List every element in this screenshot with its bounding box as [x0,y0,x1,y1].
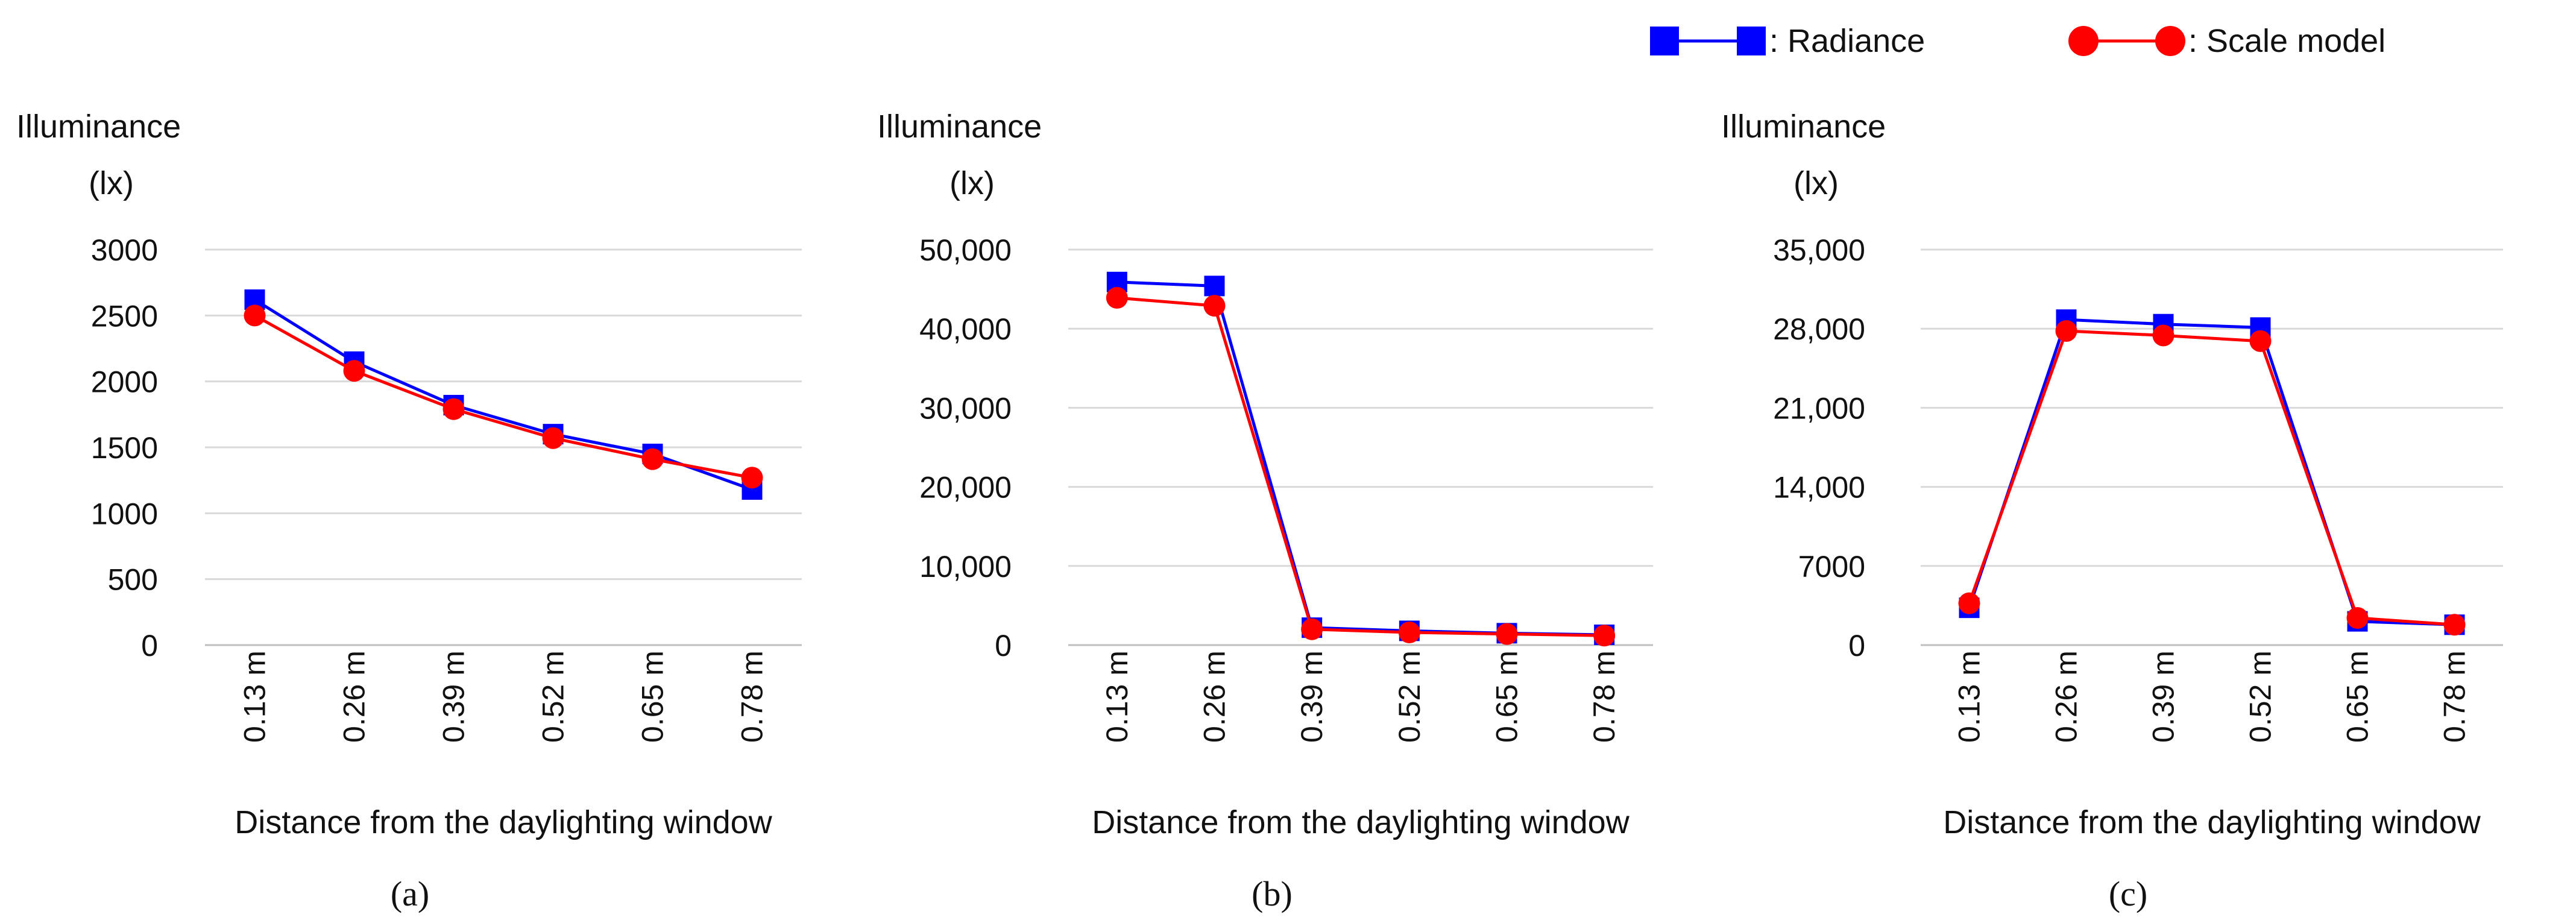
charts: Illuminance (lx) 0 500 1000 1500 2000 2500 3000 0… [16,109,2503,913]
data-point-circle [542,427,564,449]
y-axis-unit: (lx) [949,165,995,201]
x-tick-label: 0.39 m [437,651,471,743]
y-axis-unit: (lx) [1793,165,1839,201]
series-line [254,314,752,479]
x-tick-label: 0.65 m [636,651,670,743]
x-tick-label: 0.65 m [1490,651,1524,743]
series-radiance [1959,309,2465,635]
chart-panel-1: Illuminance (lx) 0 500 1000 1500 2000 2500 3000 0… [16,109,802,913]
series-radiance [244,289,763,500]
x-tick-label: 0.78 m [1587,651,1621,743]
x-tick-label: 0.26 m [2050,651,2083,743]
y-tick-label: 35,000 [1773,233,1865,267]
series-scale-model [244,304,763,489]
data-point-circle [1496,623,1518,645]
y-tick-label: 2500 [91,299,158,333]
data-point-circle [1398,622,1420,644]
panel-label: (a) [391,874,429,913]
x-tick-label: 0.78 m [735,651,769,743]
y-tick-label: 21,000 [1773,391,1865,425]
y-tick-label: 30,000 [919,391,1012,425]
y-tick-label: 50,000 [919,233,1012,267]
data-point-circle [1301,618,1323,640]
series-line [1968,318,2455,626]
legend-label: : Scale model [2188,23,2385,59]
x-tick-label: 0.13 m [1953,651,1986,743]
y-tick-label: 0 [995,629,1012,663]
legend: : Radiance : Scale model [1650,23,2385,59]
x-axis-title: Distance from the daylighting window [1943,804,2481,840]
y-axis-unit: (lx) [89,165,134,201]
panel-label: (b) [1252,874,1293,913]
series-line [1116,280,1605,637]
x-tick-label: 0.26 m [1198,651,1232,743]
data-point-circle [2152,324,2174,347]
data-point-circle [343,360,365,382]
data-point-circle [741,467,763,489]
y-axis-title: Illuminance [16,109,181,145]
data-point-circle [641,448,664,470]
data-point-circle [2249,330,2272,352]
y-tick-label: 0 [141,629,158,663]
legend-label: : Radiance [1769,23,1925,59]
x-tick-label: 0.39 m [2147,651,2181,743]
series-scale-model [1106,287,1616,647]
series-radiance [1106,271,1615,645]
x-axis-title: Distance from the daylighting window [1092,804,1630,840]
x-tick-label: 0.13 m [1100,651,1134,743]
data-point-square [1204,276,1225,297]
legend-marker-square [1737,27,1766,55]
series-line [1968,329,2455,626]
y-tick-label: 14,000 [1773,471,1865,505]
x-tick-label: 0.52 m [1393,651,1426,743]
panel-label: (c) [2109,874,2147,913]
data-point-circle [1593,625,1616,647]
y-tick-label: 500 [108,563,158,597]
y-tick-label: 28,000 [1773,312,1865,346]
y-tick-label: 40,000 [919,312,1012,346]
y-axis-title: Illuminance [1721,109,1886,145]
x-tick-label: 0.52 m [537,651,570,743]
x-tick-label: 0.65 m [2341,651,2375,743]
y-axis-title: Illuminance [877,109,1042,145]
x-axis-title: Distance from the daylighting window [235,804,772,840]
data-point-circle [1958,592,1980,614]
data-point-circle [1203,295,1226,317]
x-tick-label: 0.26 m [338,651,371,743]
x-tick-label: 0.78 m [2438,651,2472,743]
y-tick-label: 10,000 [919,550,1012,584]
y-tick-label: 2000 [91,365,158,399]
y-tick-label: 1000 [91,497,158,531]
series-line [1116,296,1605,637]
y-tick-label: 3000 [91,233,158,267]
y-tick-label: 7000 [1798,550,1865,584]
series-line [254,298,753,491]
x-tick-label: 0.52 m [2244,651,2278,743]
y-tick-label: 0 [1848,629,1865,663]
data-point-circle [2443,614,2466,636]
y-tick-label: 20,000 [919,471,1012,505]
x-tick-label: 0.13 m [238,651,272,743]
legend-marker-circle [2068,26,2099,56]
x-tick-label: 0.39 m [1295,651,1329,743]
y-tick-label: 1500 [91,431,158,465]
legend-marker-square [1650,27,1679,55]
legend-marker-circle [2155,26,2185,56]
chart-panel-3: Illuminance (lx) 0 7000 14,000 21,000 28,000 35… [1721,109,2503,913]
legend-item-1: : Radiance [1650,23,1925,59]
data-point-circle [1106,287,1128,309]
series-scale-model [1958,320,2466,636]
data-point-circle [2055,320,2077,342]
data-point-circle [244,304,266,327]
data-point-circle [2346,607,2369,629]
data-point-circle [442,398,465,420]
legend-item-2: : Scale model [2068,23,2385,59]
chart-panel-2: Illuminance (lx) 0 10,000 20,000 30,000 40,000… [877,109,1653,913]
